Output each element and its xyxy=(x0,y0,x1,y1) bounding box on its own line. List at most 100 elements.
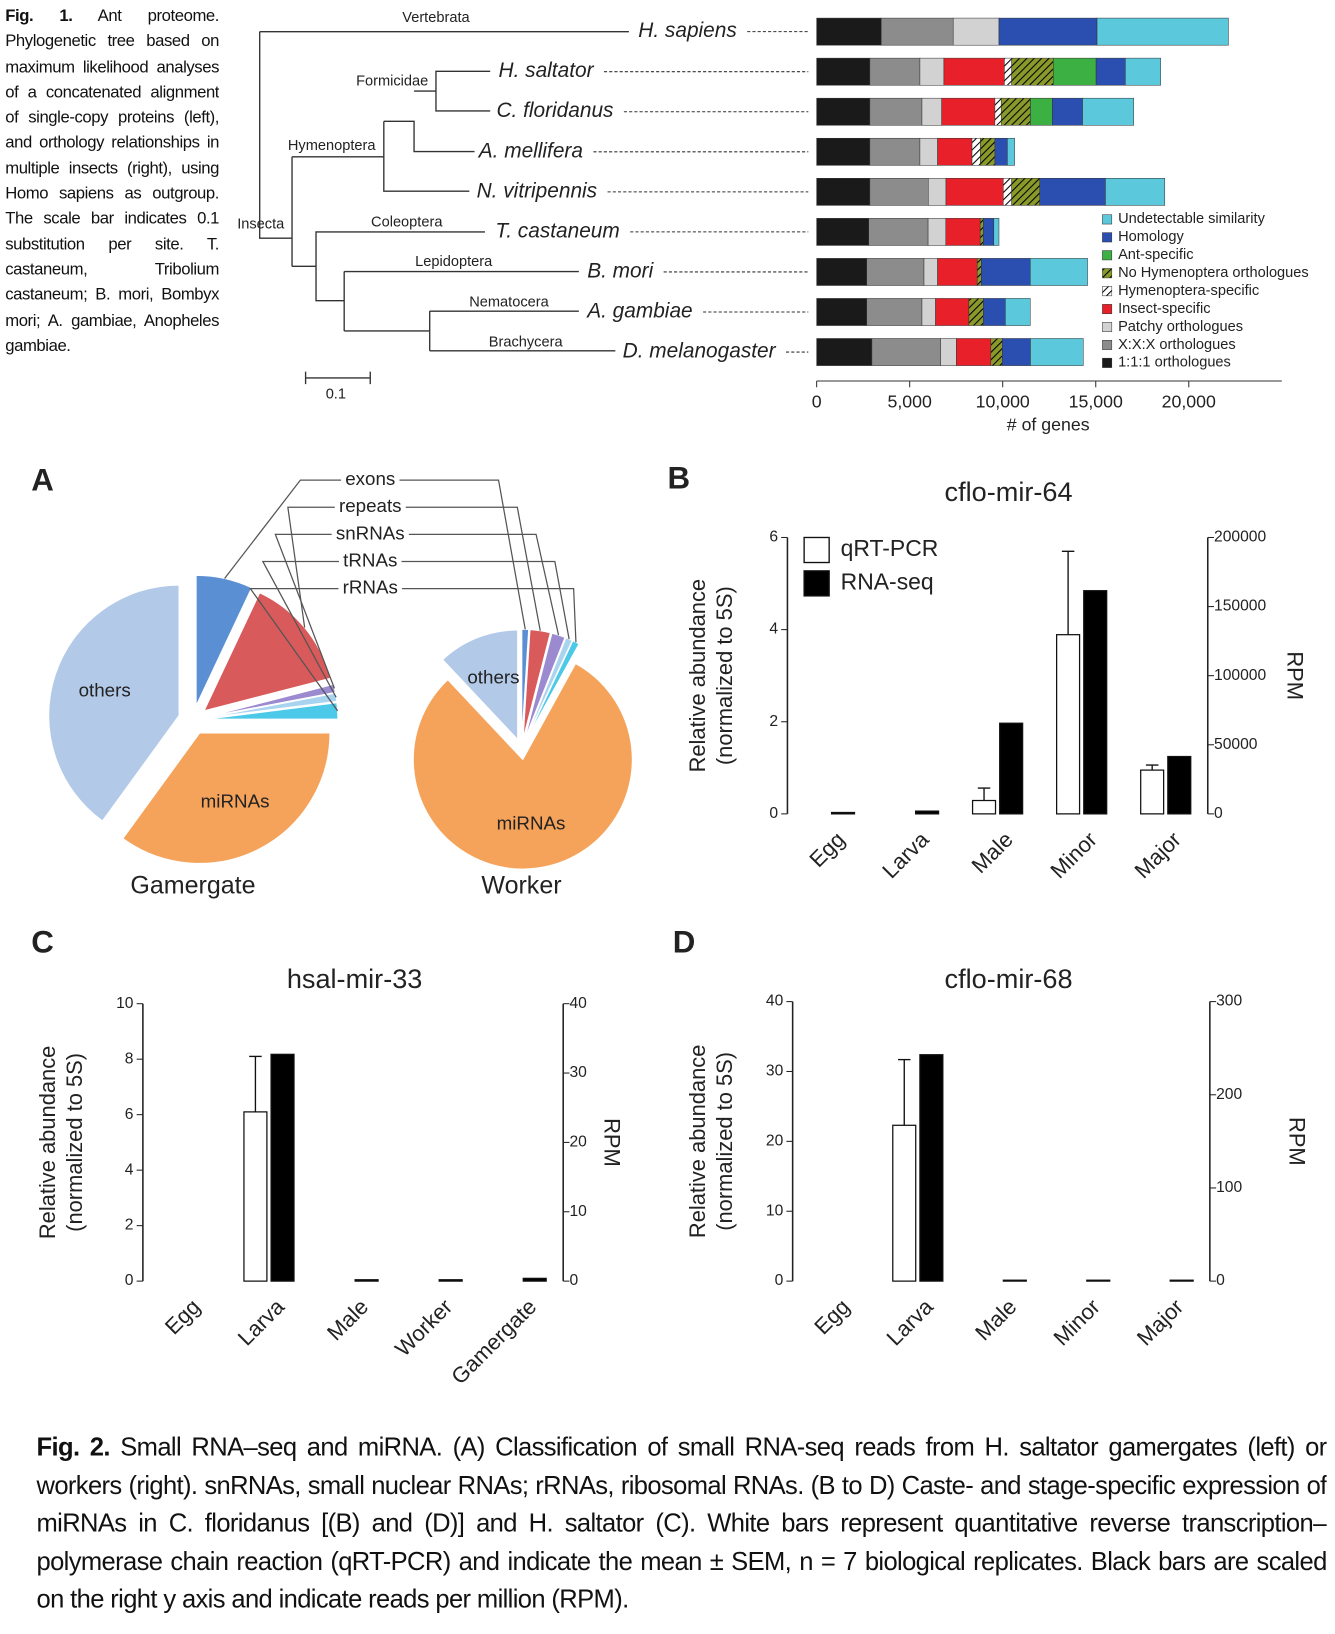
x-tick-label: Worker xyxy=(390,1294,457,1361)
bar xyxy=(522,1277,547,1282)
x-tick-label: Male xyxy=(967,827,1018,878)
bar-segment xyxy=(816,298,867,326)
bar-segment xyxy=(1011,178,1040,206)
clade-label: Lepidoptera xyxy=(415,254,493,270)
bar-segment xyxy=(1000,97,1031,126)
x-tick-label: Major xyxy=(1129,827,1185,883)
bar xyxy=(914,810,940,815)
bar-segment xyxy=(866,298,923,326)
clade-label: Nematocera xyxy=(469,295,549,311)
slice-label: snRNAs xyxy=(336,522,405,543)
y-axis-label-line: (normalized to 5S) xyxy=(712,586,737,765)
leader-line xyxy=(405,506,541,631)
bar-segment xyxy=(937,258,978,286)
legend-swatch xyxy=(1102,286,1113,297)
bar-segment xyxy=(1029,258,1088,286)
panel-label: D xyxy=(673,925,696,960)
bar xyxy=(1086,1279,1111,1282)
x-axis-label: # of genes xyxy=(1007,415,1090,435)
y-tick-label: 4 xyxy=(769,621,778,638)
bar-segment xyxy=(935,298,970,326)
y2-tick-label: 100 xyxy=(1216,1179,1242,1196)
y2-axis-label: RPM xyxy=(1282,651,1307,700)
clade-label: Hymenoptera xyxy=(288,138,376,154)
pie-slice xyxy=(524,632,566,740)
y-tick-label: 8 xyxy=(125,1050,134,1067)
x-tick-label: Minor xyxy=(1048,1294,1104,1350)
bar-segment xyxy=(998,17,1098,46)
y2-tick-label: 100000 xyxy=(1214,667,1266,684)
pie-slice xyxy=(525,640,580,741)
bar-segment xyxy=(1030,97,1053,126)
y-tick-label: 40 xyxy=(766,993,784,1010)
bar-segment xyxy=(1011,57,1054,86)
legend-label: Hymenoptera-specific xyxy=(1118,283,1259,299)
bar-segment xyxy=(956,338,992,366)
bar-segment xyxy=(921,97,942,126)
clade-label: Brachycera xyxy=(489,334,564,350)
bar xyxy=(438,1279,463,1282)
bar xyxy=(971,799,997,815)
legend-swatch xyxy=(1102,214,1113,225)
bar-segment xyxy=(993,218,1000,246)
leader-line xyxy=(408,533,560,636)
y-tick-label: 6 xyxy=(769,529,778,546)
bar-segment xyxy=(1039,178,1106,206)
x-tick-label: 0 xyxy=(812,392,822,412)
x-tick-label: Larva xyxy=(877,826,934,883)
bar-segment xyxy=(1105,178,1166,206)
y-tick-label: 10 xyxy=(766,1202,784,1219)
pie-slice xyxy=(122,732,331,864)
x-tick-label: Male xyxy=(322,1294,373,1345)
bar xyxy=(1169,1279,1194,1282)
x-tick-label: Gamergate xyxy=(446,1294,541,1389)
tree-labels: Vertebrata Formicidae Hymenoptera Insect… xyxy=(237,10,563,403)
bar-segment xyxy=(994,97,1002,126)
bar-segment xyxy=(1095,57,1126,86)
bar-segment xyxy=(921,298,936,326)
legend-label: Undetectable similarity xyxy=(1118,211,1266,227)
bar xyxy=(354,1279,379,1282)
y-axis-label: Relative abundance (normalized to 5S) xyxy=(685,1045,737,1239)
bar-segment xyxy=(816,17,882,46)
x-tick-label: Larva xyxy=(882,1293,939,1350)
x-tick-label: Egg xyxy=(160,1294,205,1339)
leader-line xyxy=(261,560,339,698)
y2-tick-label: 20 xyxy=(569,1134,587,1151)
bar-segment xyxy=(923,258,938,286)
bar-segment xyxy=(816,338,873,366)
clade-label: Vertebrata xyxy=(402,10,470,26)
y-tick-label: 10 xyxy=(116,995,134,1012)
bar-segment xyxy=(919,57,945,86)
y-tick-label: 2 xyxy=(769,713,778,730)
slice-label: others xyxy=(79,679,131,700)
bar xyxy=(999,722,1024,815)
bar-segment xyxy=(869,97,923,126)
bar-segment xyxy=(981,258,1031,286)
legend-label: X:X:X orthologues xyxy=(1118,337,1236,353)
species-label: N. vitripennis xyxy=(477,179,597,202)
bar-segment xyxy=(880,17,954,46)
fig2-caption: Fig. 2. Small RNA–seq and miRNA. (A) Cla… xyxy=(37,1429,1327,1619)
x-tick-label: Male xyxy=(970,1294,1021,1345)
y2-tick-label: 200000 xyxy=(1214,529,1266,546)
bar-segment xyxy=(941,97,996,126)
y-tick-label: 0 xyxy=(769,805,778,822)
bar-segment xyxy=(1003,178,1012,206)
y-tick-label: 20 xyxy=(766,1132,784,1149)
legend-label: Patchy orthologues xyxy=(1118,319,1243,335)
bar-segment xyxy=(919,137,938,166)
y2-tick-label: 40 xyxy=(569,995,587,1012)
leader-line xyxy=(402,587,577,643)
branch xyxy=(259,30,629,239)
bar xyxy=(919,1054,944,1282)
pie-slice xyxy=(525,637,573,740)
x-tick-label: 10,000 xyxy=(976,392,1030,412)
y2-tick-label: 0 xyxy=(1214,805,1223,822)
legend-swatch xyxy=(1102,357,1113,368)
bar xyxy=(892,1124,917,1282)
legend-swatch xyxy=(803,570,830,597)
x-tick-label: Larva xyxy=(233,1293,290,1350)
x-tick-label: Egg xyxy=(809,1294,854,1339)
branch xyxy=(292,231,616,352)
